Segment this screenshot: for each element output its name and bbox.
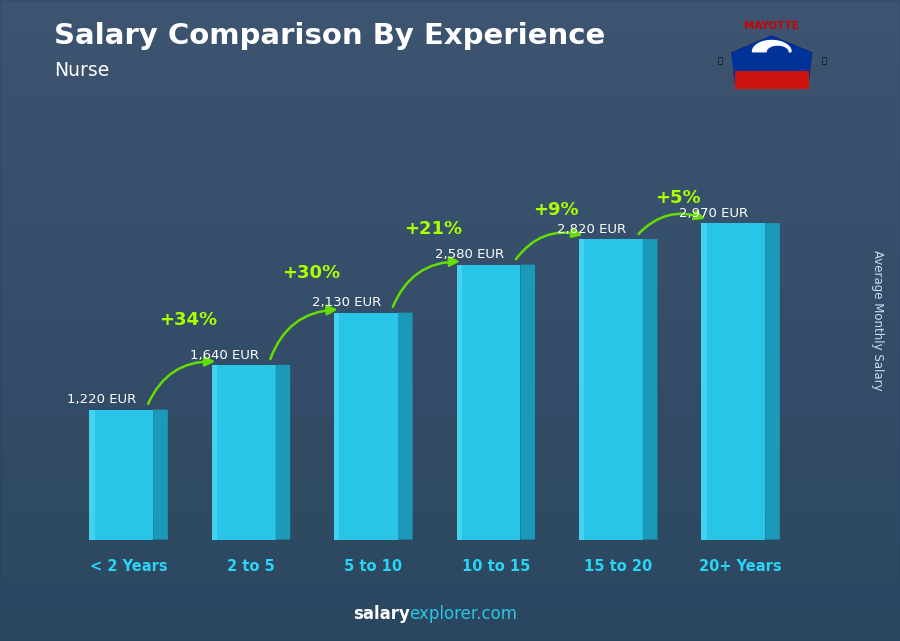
Bar (212, 365, 217, 540)
Bar (212, 365, 275, 540)
Bar (0, 224, 900, 256)
Bar (0, 513, 900, 545)
Bar (0, 128, 900, 160)
Polygon shape (752, 40, 791, 52)
Text: 5 to 10: 5 to 10 (345, 559, 402, 574)
Polygon shape (765, 223, 779, 540)
Text: +30%: +30% (282, 263, 340, 282)
Bar (456, 265, 520, 540)
Text: 2,820 EUR: 2,820 EUR (557, 223, 626, 236)
Text: 20+ Years: 20+ Years (699, 559, 782, 574)
Bar (0, 96, 900, 128)
Text: +21%: +21% (404, 220, 463, 238)
Bar (0, 320, 900, 353)
Polygon shape (734, 71, 809, 89)
Bar (89, 410, 153, 540)
Bar (0, 256, 900, 288)
Bar (0, 417, 900, 449)
Bar (334, 313, 398, 540)
Polygon shape (520, 265, 535, 540)
Text: 2,130 EUR: 2,130 EUR (312, 296, 382, 310)
Polygon shape (398, 313, 412, 540)
Bar (0, 288, 900, 320)
Bar (701, 223, 765, 540)
Bar (0, 160, 900, 192)
Bar (0, 353, 900, 385)
Text: 2,580 EUR: 2,580 EUR (435, 249, 504, 262)
Text: 🐚: 🐚 (821, 56, 826, 65)
Bar (0, 0, 900, 32)
Text: MAYOTTE: MAYOTTE (744, 22, 799, 31)
Text: Nurse: Nurse (54, 61, 109, 80)
Bar (456, 265, 462, 540)
Text: < 2 Years: < 2 Years (90, 559, 167, 574)
Bar (579, 239, 643, 540)
Bar (0, 385, 900, 417)
Text: 2 to 5: 2 to 5 (227, 559, 274, 574)
Bar (334, 313, 339, 540)
Bar (579, 239, 584, 540)
Text: 10 to 15: 10 to 15 (462, 559, 530, 574)
Text: salary: salary (353, 605, 410, 623)
Polygon shape (275, 365, 290, 540)
Text: +9%: +9% (533, 201, 579, 219)
Text: explorer.com: explorer.com (410, 605, 518, 623)
Text: 🐚: 🐚 (717, 56, 723, 65)
Polygon shape (153, 410, 167, 540)
Text: +5%: +5% (655, 189, 701, 207)
Bar (0, 64, 900, 96)
Bar (0, 545, 900, 577)
Text: 15 to 20: 15 to 20 (584, 559, 652, 574)
Bar (0, 192, 900, 224)
Bar (0, 577, 900, 609)
Polygon shape (643, 239, 657, 540)
Text: Average Monthly Salary: Average Monthly Salary (871, 250, 884, 391)
Bar (89, 410, 94, 540)
Bar (0, 609, 900, 641)
Text: +34%: +34% (159, 311, 218, 329)
Bar (0, 481, 900, 513)
Text: Salary Comparison By Experience: Salary Comparison By Experience (54, 22, 605, 51)
Text: 1,640 EUR: 1,640 EUR (190, 349, 259, 362)
Bar (0, 449, 900, 481)
Bar (701, 223, 706, 540)
Polygon shape (730, 35, 814, 89)
Bar (0, 32, 900, 64)
Text: 2,970 EUR: 2,970 EUR (680, 207, 749, 220)
Text: 1,220 EUR: 1,220 EUR (68, 394, 137, 406)
